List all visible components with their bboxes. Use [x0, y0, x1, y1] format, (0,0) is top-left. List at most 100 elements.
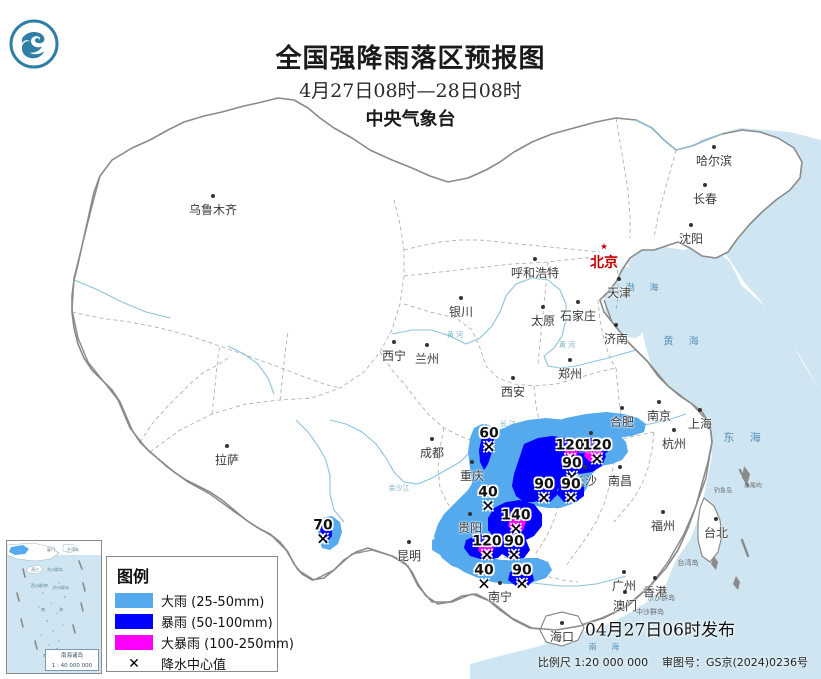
- city-label-拉萨: 拉萨: [215, 444, 239, 468]
- city-label-香港: 香港: [643, 576, 667, 600]
- precip-center-value: 120: [472, 533, 502, 550]
- city-marker-icon: [671, 428, 676, 432]
- city-marker-icon: [467, 512, 472, 516]
- precip-center-marker-icon: ✕: [480, 545, 494, 565]
- city-marker-icon: [613, 323, 618, 327]
- city-label-银川: 银川: [449, 296, 473, 320]
- precip-center-marker-icon: ✕: [537, 488, 551, 508]
- precip-center-10: 70 ✕: [313, 519, 332, 549]
- city-marker-icon: [600, 243, 608, 250]
- heavy-rainstorm-swatch: [115, 635, 153, 650]
- legend-box: 图例 大雨 (25-50mm) 暴雨 (50-100mm) 大暴雨 (100-250…: [106, 556, 294, 674]
- precip-center-value: 120: [555, 437, 585, 454]
- precip-center-marker-icon: ✕: [316, 529, 330, 549]
- precip-center-4: 90 ✕: [534, 476, 554, 508]
- legend-row-0: 大雨 (25-50mm): [115, 590, 269, 611]
- precip-center-value: 90: [562, 455, 582, 472]
- precip-center-9: 90 ✕: [504, 535, 523, 564]
- city-marker-icon: [567, 358, 572, 362]
- city-label-长沙: 长沙: [573, 465, 597, 489]
- city-label-南京: 南京: [647, 400, 671, 424]
- inset-scale-value: 1 : 40 000 000: [51, 663, 93, 669]
- city-marker-icon: [616, 277, 621, 281]
- precip-center-marker-icon: ✕: [564, 488, 578, 508]
- precip-center-value: 90: [512, 562, 532, 579]
- city-label-哈尔滨: 哈尔滨: [696, 145, 732, 169]
- city-label-济南: 济南: [604, 323, 628, 347]
- city-marker-icon: [656, 400, 661, 404]
- precip-center-value: 90: [561, 476, 581, 493]
- city-label-台北: 台北: [704, 517, 728, 541]
- city-marker-icon: [713, 517, 718, 521]
- islands-layer: [539, 466, 750, 647]
- city-marker-icon: [652, 576, 657, 580]
- city-label-石家庄: 石家庄: [560, 300, 596, 324]
- city-label-福州: 福州: [651, 510, 675, 534]
- precip-center-marker-icon: ✕: [565, 467, 579, 487]
- city-label-上海: 上海: [688, 408, 712, 432]
- city-label-乌鲁木齐: 乌鲁木齐: [189, 194, 237, 218]
- precip-center-marker-icon: ✕: [128, 655, 140, 672]
- city-label-合肥: 合肥: [610, 406, 634, 430]
- city-label-南宁: 南宁: [488, 581, 512, 605]
- svg-text:海: 海: [59, 606, 63, 612]
- city-marker-icon: [458, 296, 463, 300]
- city-label-重庆: 重庆: [460, 460, 484, 484]
- legend-rows: 大雨 (25-50mm) 暴雨 (50-100mm) 大暴雨 (100-250mm): [115, 590, 294, 653]
- sea-label-黄 海: 黄 海: [663, 336, 705, 348]
- map-review-number: 审图号：GS京(2024)0236号: [661, 656, 809, 669]
- city-marker-icon: [702, 183, 707, 187]
- precip-center-value: 120: [582, 437, 612, 454]
- cma-dragon-logo: [8, 18, 60, 70]
- city-label-郑州: 郑州: [558, 358, 582, 382]
- legend-title: 图例: [117, 567, 150, 586]
- sea-label-中沙群岛: 中沙群岛: [636, 608, 664, 616]
- city-marker-icon: [391, 340, 396, 344]
- city-marker-icon: [559, 621, 564, 625]
- south-china-sea-inset[interactable]: 厦门 台湾岛 湛江 东沙群岛 中沙群岛 西沙群岛 南沙群岛 南海 南海诸岛 1 …: [6, 540, 102, 674]
- city-marker-icon: [424, 343, 429, 347]
- city-label-武汉: 武汉: [579, 431, 603, 455]
- river-label-长 江: 长 江: [499, 420, 517, 428]
- legend-row-2: 大暴雨 (100-250mm): [115, 632, 294, 653]
- map-scale-text: 比例尺 1:20 000 000: [537, 656, 649, 669]
- legend-label-center-marker: 降水中心值: [161, 658, 227, 673]
- sea-label-赤尾屿: 赤尾屿: [743, 482, 763, 490]
- precip-center-0: 60 ✕: [479, 427, 498, 457]
- precip-center-3: 90 ✕: [562, 455, 582, 487]
- svg-text:南: 南: [41, 606, 45, 612]
- precip-center-marker-icon: ✕: [482, 437, 496, 457]
- precip-center-marker-icon: ✕: [515, 574, 529, 594]
- precip-center-marker-icon: ✕: [477, 574, 491, 594]
- city-label-天津: 天津: [607, 277, 631, 301]
- legend-row-1: 暴雨 (50-100mm): [115, 611, 273, 632]
- city-marker-icon: [621, 570, 626, 574]
- city-marker-icon: [660, 510, 665, 514]
- sea-label-东沙群岛: 东沙群岛: [647, 594, 675, 602]
- city-marker-icon: [619, 406, 624, 410]
- city-label-贵阳: 贵阳: [458, 512, 482, 536]
- precip-center-1: 120 ✕: [555, 437, 585, 468]
- svg-text:台湾岛: 台湾岛: [67, 546, 79, 552]
- svg-text:东沙群岛: 东沙群岛: [47, 566, 63, 572]
- sea-label-东 海: 东 海: [723, 431, 767, 444]
- city-marker-icon: [510, 376, 515, 380]
- svg-text:湛江: 湛江: [31, 566, 39, 572]
- svg-text:西沙群岛: 西沙群岛: [31, 582, 47, 588]
- city-label-长春: 长春: [693, 183, 717, 207]
- city-marker-icon: [697, 408, 702, 412]
- city-marker-icon: [540, 305, 545, 309]
- legend-row-center-marker: ✕ 降水中心值: [115, 653, 269, 674]
- city-label-兰州: 兰州: [415, 343, 439, 367]
- precip-center-value: 40: [478, 484, 498, 501]
- precip-center-11: 40 ✕: [474, 564, 493, 594]
- heavy-rainstorm-area-layer: [478, 446, 602, 556]
- city-label-成都: 成都: [420, 437, 444, 461]
- precip-center-8: 120 ✕: [472, 533, 502, 565]
- city-label-西宁: 西宁: [382, 340, 406, 364]
- precip-center-12: 90 ✕: [512, 562, 532, 594]
- city-label-昆明: 昆明: [397, 540, 421, 564]
- city-marker-icon: [469, 460, 474, 464]
- rainstorm-swatch: [115, 614, 153, 629]
- precip-center-value: 90: [534, 476, 554, 493]
